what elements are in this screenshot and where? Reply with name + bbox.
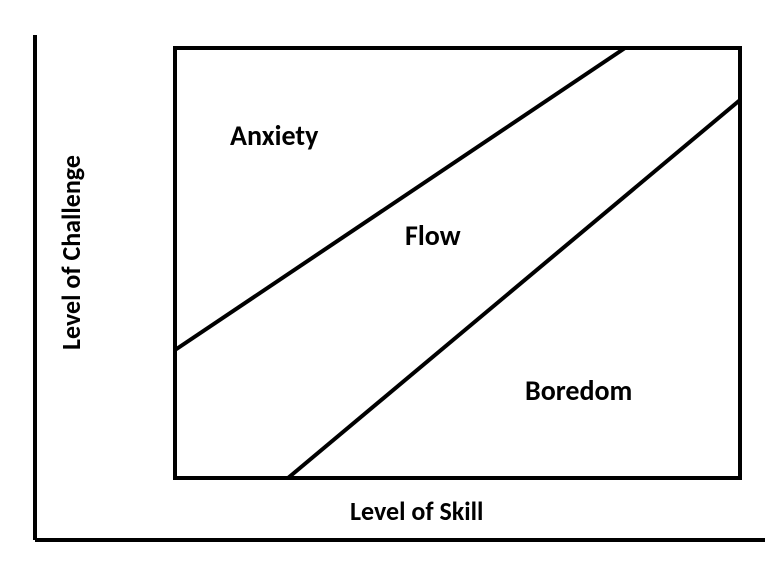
flow-diagram-svg: Anxiety Flow Boredom Level of Challenge … — [0, 0, 773, 567]
anxiety-label: Anxiety — [230, 118, 319, 153]
flow-upper-line — [175, 48, 625, 350]
boredom-label: Boredom — [525, 373, 632, 408]
diagram-container: Anxiety Flow Boredom Level of Challenge … — [0, 0, 773, 567]
flow-lower-line — [288, 100, 740, 478]
y-axis-label: Level of Challenge — [55, 155, 87, 350]
x-axis-label: Level of Skill — [350, 495, 483, 527]
chart-box — [175, 48, 740, 478]
flow-label: Flow — [405, 218, 461, 253]
